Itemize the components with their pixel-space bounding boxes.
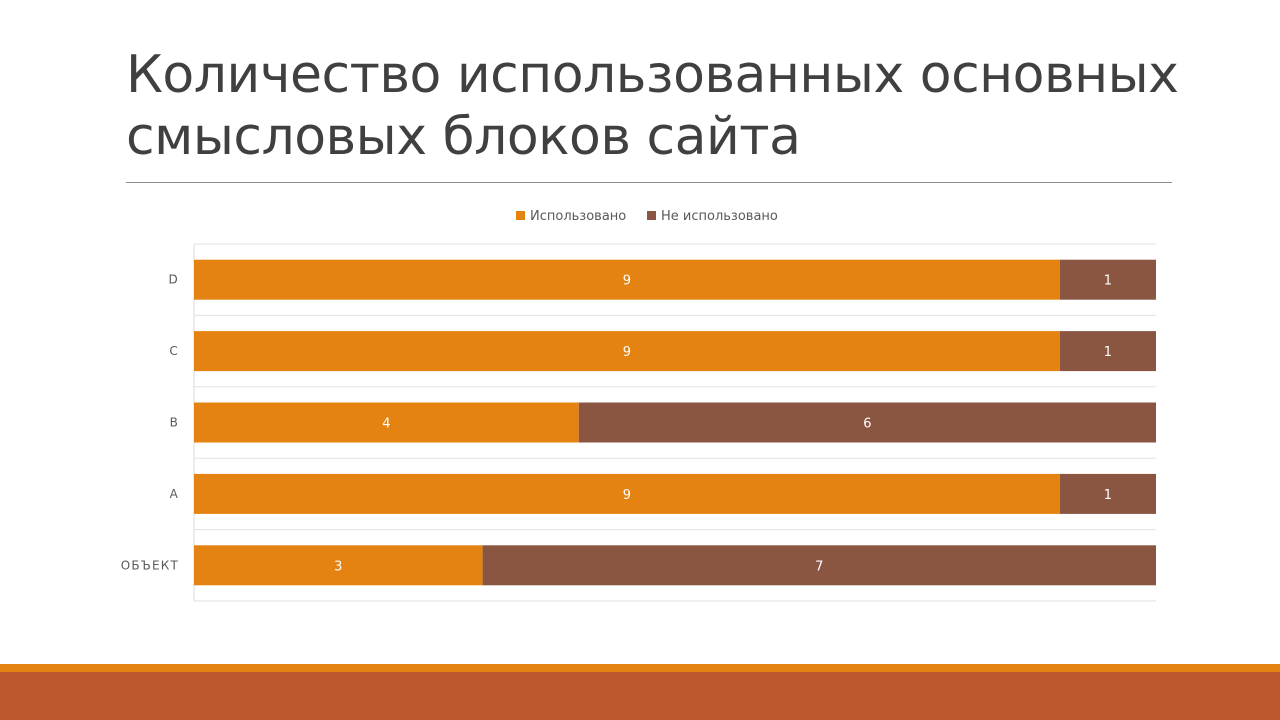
bar-unused-a xyxy=(1059,473,1156,514)
data-label-used-c: 9 xyxy=(623,345,631,360)
bar-used-b xyxy=(194,402,579,443)
chart-legend: Использовано Не использовано xyxy=(516,209,778,224)
bar-used-d xyxy=(194,259,1060,300)
footer-band xyxy=(0,672,1280,720)
bar-unused-c xyxy=(1059,331,1156,372)
legend-label-used: Использовано xyxy=(530,209,626,224)
legend-swatch-used xyxy=(516,211,525,220)
category-label-d: D xyxy=(169,273,179,287)
data-label-used-d: 9 xyxy=(623,274,631,289)
bar-used-a xyxy=(194,473,1060,514)
data-label-used-a: 9 xyxy=(623,488,631,503)
bar-used-cat-0 xyxy=(194,545,483,586)
data-label-unused-cat-0: 7 xyxy=(815,559,823,574)
legend-swatch-unused xyxy=(647,211,656,220)
category-label-cat-0: ОБЪЕКТ xyxy=(121,558,179,572)
category-label-c: C xyxy=(169,344,179,358)
stacked-bar-chart: Использовано Не использовано ОБЪЕКТ 3 7 A 9 1 B… xyxy=(121,209,1157,602)
bar-unused-b xyxy=(578,402,1156,443)
data-label-unused-c: 1 xyxy=(1104,345,1112,360)
bar-used-c xyxy=(194,331,1060,372)
data-label-unused-d: 1 xyxy=(1104,274,1112,289)
data-label-used-b: 4 xyxy=(382,417,390,432)
category-label-a: A xyxy=(170,487,179,501)
data-label-used-cat-0: 3 xyxy=(334,559,342,574)
title-divider xyxy=(126,182,1172,183)
slide-title: Количество использованных основных смысл… xyxy=(126,45,1179,167)
plot-area: ОБЪЕКТ 3 7 A 9 1 B 4 6 C 9 1 D 9 1 xyxy=(121,243,1157,602)
legend-label-unused: Не использовано xyxy=(661,209,778,224)
footer-accent-line xyxy=(0,664,1280,672)
data-label-unused-a: 1 xyxy=(1104,488,1112,503)
category-label-b: B xyxy=(170,416,179,430)
bar-unused-cat-0 xyxy=(482,545,1157,586)
bar-unused-d xyxy=(1059,259,1156,300)
data-label-unused-b: 6 xyxy=(863,417,871,432)
